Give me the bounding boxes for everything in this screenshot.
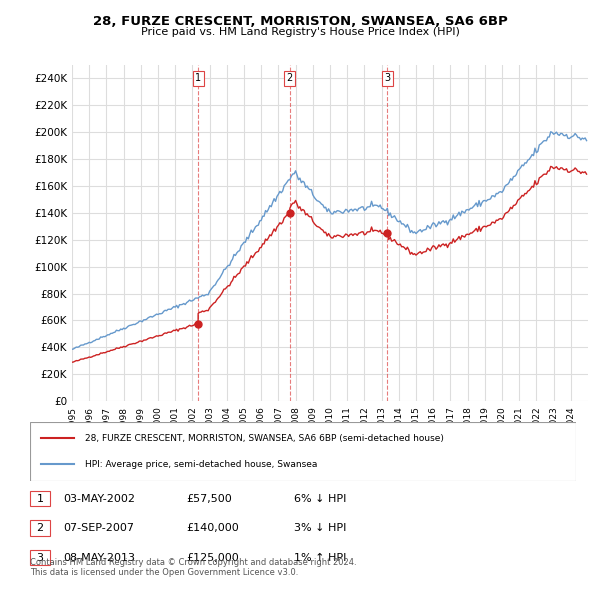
Text: 08-MAY-2013: 08-MAY-2013: [63, 553, 135, 562]
FancyBboxPatch shape: [30, 422, 576, 481]
Text: Price paid vs. HM Land Registry's House Price Index (HPI): Price paid vs. HM Land Registry's House …: [140, 27, 460, 37]
Text: £57,500: £57,500: [186, 494, 232, 503]
Text: Contains HM Land Registry data © Crown copyright and database right 2024.
This d: Contains HM Land Registry data © Crown c…: [30, 558, 356, 577]
Text: 2: 2: [287, 73, 293, 83]
Text: 1% ↑ HPI: 1% ↑ HPI: [294, 553, 346, 562]
Text: £140,000: £140,000: [186, 523, 239, 533]
Text: 28, FURZE CRESCENT, MORRISTON, SWANSEA, SA6 6BP (semi-detached house): 28, FURZE CRESCENT, MORRISTON, SWANSEA, …: [85, 434, 443, 443]
Text: 07-SEP-2007: 07-SEP-2007: [63, 523, 134, 533]
Text: 28, FURZE CRESCENT, MORRISTON, SWANSEA, SA6 6BP: 28, FURZE CRESCENT, MORRISTON, SWANSEA, …: [92, 15, 508, 28]
Text: 2: 2: [37, 523, 43, 533]
Text: 1: 1: [195, 73, 201, 83]
Text: 3: 3: [37, 553, 43, 562]
Text: HPI: Average price, semi-detached house, Swansea: HPI: Average price, semi-detached house,…: [85, 460, 317, 469]
Text: 6% ↓ HPI: 6% ↓ HPI: [294, 494, 346, 503]
Text: 1: 1: [37, 494, 43, 503]
Text: 3% ↓ HPI: 3% ↓ HPI: [294, 523, 346, 533]
Text: 03-MAY-2002: 03-MAY-2002: [63, 494, 135, 503]
Text: 3: 3: [384, 73, 391, 83]
Text: £125,000: £125,000: [186, 553, 239, 562]
